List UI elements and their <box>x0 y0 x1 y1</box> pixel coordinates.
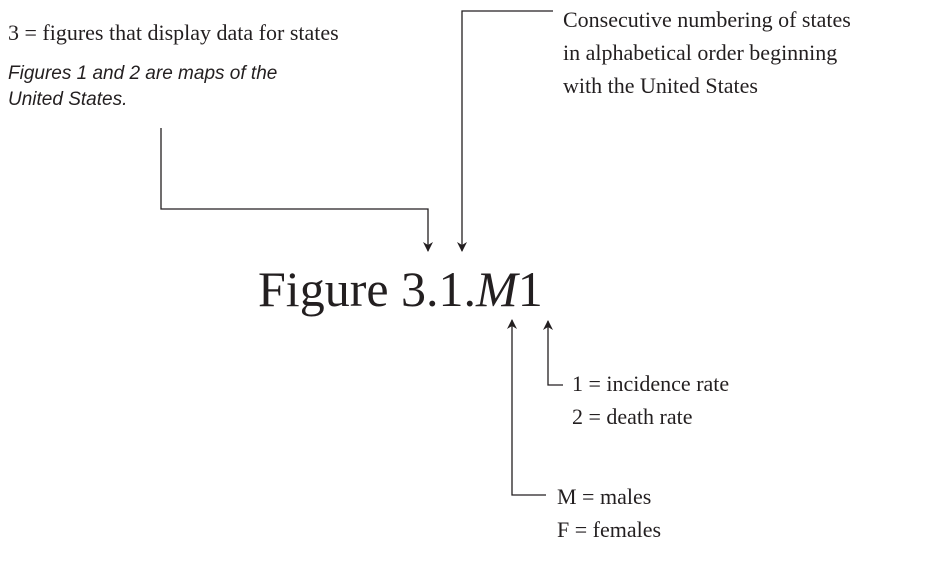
figure-prefix: Figure 3.1. <box>258 261 476 317</box>
connector-arrow <box>160 128 433 252</box>
numbering-line: in alphabetical order beginning <box>563 40 837 65</box>
connector-arrow <box>543 320 563 386</box>
figure-rate: 1 <box>518 261 543 317</box>
connector-arrow <box>507 319 546 496</box>
connector-arrow <box>457 10 553 252</box>
sex-code: M = males <box>557 484 651 509</box>
rate-code: 2 = death rate <box>572 404 693 429</box>
figure-sex: M <box>475 261 520 317</box>
rate-code: 1 = incidence rate <box>572 371 729 396</box>
figure-label: Figure 3.1.M1 <box>258 261 543 317</box>
numbering-line: with the United States <box>563 73 758 98</box>
numbering-line: Consecutive numbering of states <box>563 7 851 32</box>
sex-code: F = females <box>557 517 661 542</box>
note-line: United States. <box>8 89 127 110</box>
note-line: Figures 1 and 2 are maps of the <box>8 63 277 84</box>
figure-type-text: 3 = figures that display data for states <box>8 20 339 45</box>
